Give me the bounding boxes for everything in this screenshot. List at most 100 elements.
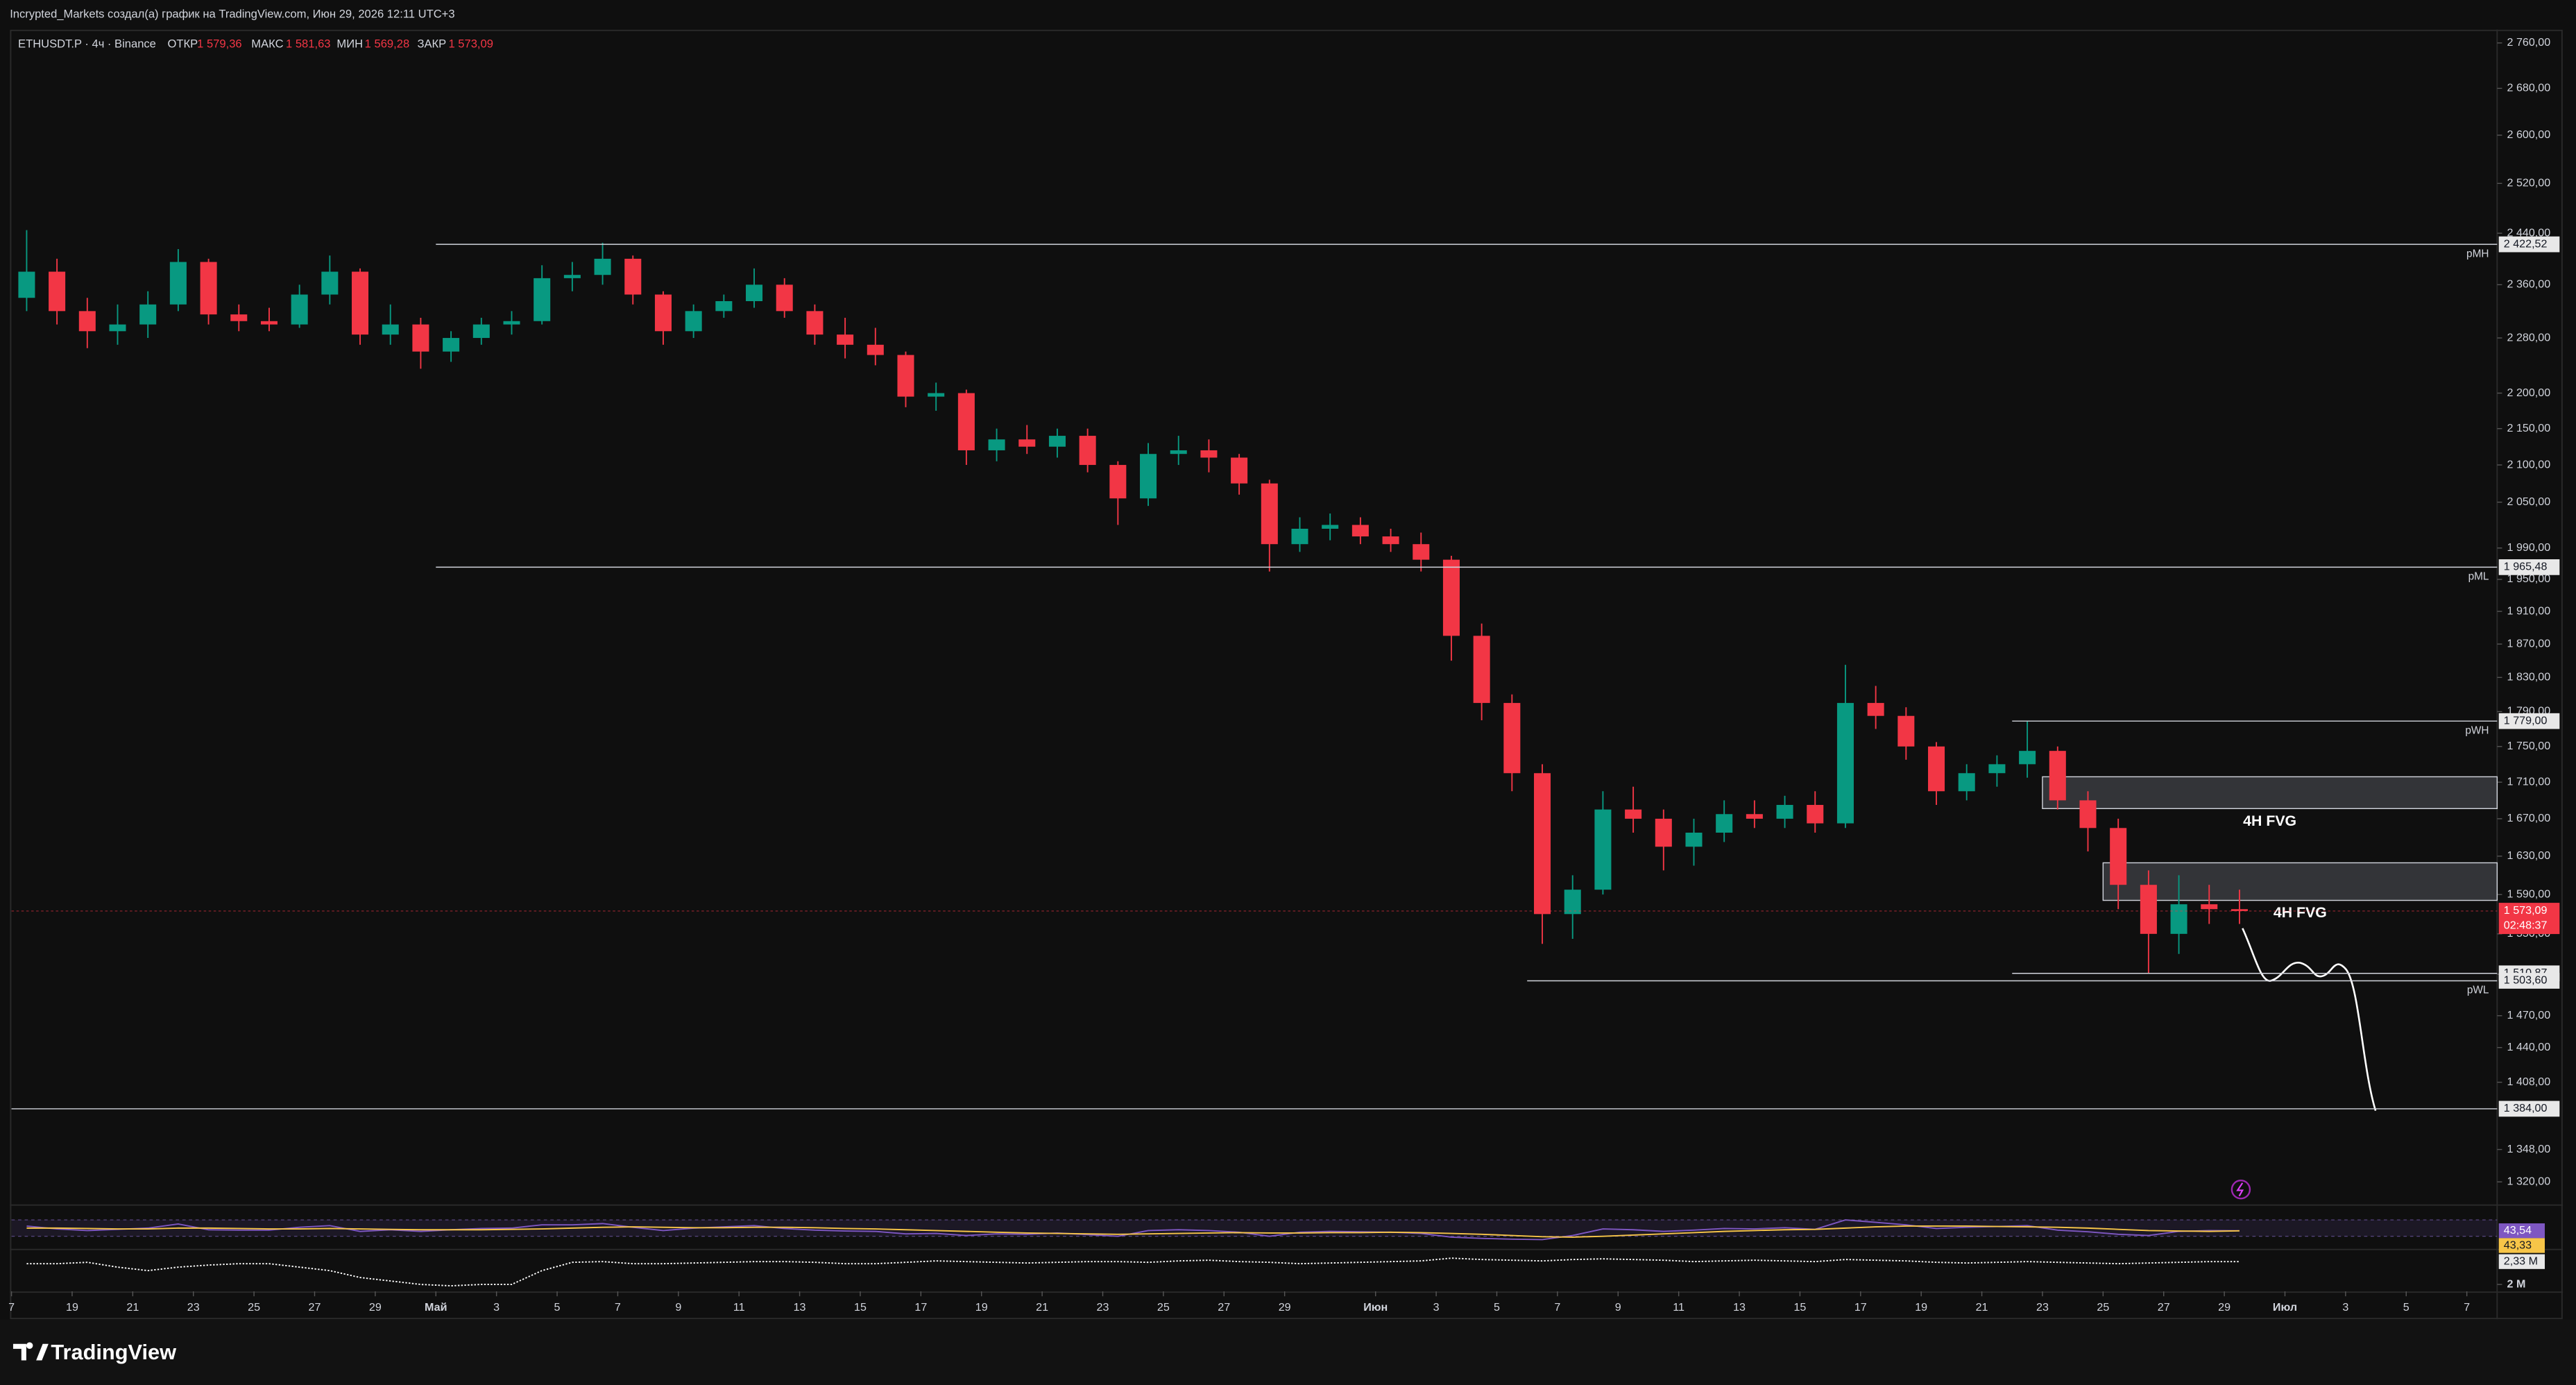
lower-value-label: 2,33 M xyxy=(2504,1255,2538,1267)
candle-body xyxy=(897,355,914,397)
candle-body xyxy=(1867,703,1884,716)
legend-label: ОТКР xyxy=(168,37,198,50)
x-tick-label: 7 xyxy=(2464,1301,2470,1314)
y-tick-label: 1 990,00 xyxy=(2507,541,2551,554)
candle-body xyxy=(18,271,35,298)
logo-text[interactable]: TradingView xyxy=(51,1340,176,1364)
x-tick-label: 23 xyxy=(187,1301,200,1314)
y-tick-label: 1 830,00 xyxy=(2507,671,2551,683)
rsi-value-box xyxy=(2498,1223,2545,1239)
candle-body xyxy=(1109,465,1127,499)
level-price-label: 1 965,48 xyxy=(2504,561,2548,573)
candle-body xyxy=(1351,525,1369,537)
candle-body xyxy=(1200,450,1218,458)
lower-value-box xyxy=(2498,1254,2545,1269)
candle-body xyxy=(1261,483,1278,545)
legend-value: 1 569,28 xyxy=(365,37,409,50)
countdown-label: 02:48:37 xyxy=(2504,919,2548,932)
alert-icon-circle[interactable] xyxy=(2230,1180,2251,1200)
candle-body xyxy=(2019,751,2036,765)
y-tick-label: 2 760,00 xyxy=(2507,36,2551,49)
alert-icon[interactable] xyxy=(2230,1180,2251,1200)
x-tick-label: 7 xyxy=(1554,1301,1560,1314)
fvg-zone xyxy=(2102,862,2498,901)
candle-body xyxy=(139,304,157,325)
candle-body xyxy=(2230,909,2248,911)
level-price-label: 2 422,52 xyxy=(2504,237,2548,250)
y-tick-label: 2 200,00 xyxy=(2507,386,2551,399)
x-tick-label: 5 xyxy=(1494,1301,1500,1314)
legend-symbol: ETHUSDT.P · 4ч · Binance xyxy=(18,37,156,50)
candle-body xyxy=(1807,805,1824,824)
x-tick-label: 27 xyxy=(309,1301,321,1314)
candle-body xyxy=(472,324,490,339)
chart-frame xyxy=(10,29,2563,1320)
candle-body xyxy=(1018,439,1036,447)
logo-mark[interactable] xyxy=(12,1342,49,1361)
candle-body xyxy=(1655,818,1672,847)
x-tick-label: 11 xyxy=(1673,1301,1684,1314)
legend-label: МАКС xyxy=(251,37,283,50)
candle-body xyxy=(291,294,308,325)
candle-body xyxy=(382,324,399,335)
y-tick-label: 1 630,00 xyxy=(2507,849,2551,862)
candle-body xyxy=(109,324,126,332)
x-tick-label: Июн xyxy=(1363,1301,1388,1314)
x-tick-label: 21 xyxy=(1036,1301,1048,1314)
y-tick-label: 1 910,00 xyxy=(2507,604,2551,617)
candle-body xyxy=(594,258,611,275)
y-tick-label: 1 440,00 xyxy=(2507,1041,2551,1053)
candle-body xyxy=(1048,436,1066,447)
candle-body xyxy=(806,311,824,335)
level-price-box xyxy=(2498,1101,2560,1117)
candle-body xyxy=(867,344,884,355)
legend-value: 1 581,63 xyxy=(286,37,330,50)
y-tick-label: 2 050,00 xyxy=(2507,495,2551,508)
candle-body xyxy=(715,301,733,312)
candle-body xyxy=(837,334,854,345)
x-tick-label: 13 xyxy=(1733,1301,1746,1314)
footer-bar xyxy=(0,1319,2576,1385)
candle-body xyxy=(1140,454,1157,499)
candle-body xyxy=(260,321,278,325)
candle-body xyxy=(2201,904,2218,910)
x-tick-label: 17 xyxy=(1854,1301,1867,1314)
candle-body xyxy=(534,278,551,321)
candle-body xyxy=(776,284,793,312)
candle-body xyxy=(1170,450,1187,454)
candle-body xyxy=(1473,636,1490,704)
candle-body xyxy=(1746,814,1763,819)
x-tick-label: 25 xyxy=(1157,1301,1170,1314)
candle-body xyxy=(1291,528,1308,545)
x-tick-label: 13 xyxy=(794,1301,806,1314)
x-tick-label: 7 xyxy=(8,1301,15,1314)
y-tick-label: 1 670,00 xyxy=(2507,812,2551,824)
candle-body xyxy=(1503,703,1521,774)
logo[interactable]: TradingView xyxy=(12,1340,176,1364)
x-tick-label: 21 xyxy=(126,1301,139,1314)
candle-body xyxy=(49,271,66,312)
x-tick-label: 29 xyxy=(369,1301,382,1314)
candle-body xyxy=(1625,809,1642,819)
candle-body xyxy=(624,258,642,295)
candle-body xyxy=(321,271,339,295)
projection-drawing xyxy=(2242,928,2377,1111)
x-tick-label: 11 xyxy=(733,1301,745,1314)
level-price-label: 1 503,60 xyxy=(2504,974,2548,987)
x-tick-label: 17 xyxy=(914,1301,927,1314)
level-name: pWL xyxy=(2467,985,2489,996)
y-tick-label: 2 520,00 xyxy=(2507,177,2551,189)
level-price-box xyxy=(2498,713,2560,729)
candle-body xyxy=(169,262,187,305)
x-tick-label: 21 xyxy=(1976,1301,1988,1314)
alert-icon-bolt[interactable] xyxy=(2236,1182,2244,1197)
candle-body xyxy=(352,271,369,335)
candle-body xyxy=(2140,885,2157,934)
x-tick-label: 23 xyxy=(1097,1301,1109,1314)
candle-body xyxy=(2170,904,2187,934)
x-tick-label: 27 xyxy=(1218,1301,1230,1314)
y-tick-label: 1 470,00 xyxy=(2507,1009,2551,1021)
x-tick-label: 19 xyxy=(66,1301,78,1314)
fvg-label: 4H FVG xyxy=(2274,904,2327,921)
